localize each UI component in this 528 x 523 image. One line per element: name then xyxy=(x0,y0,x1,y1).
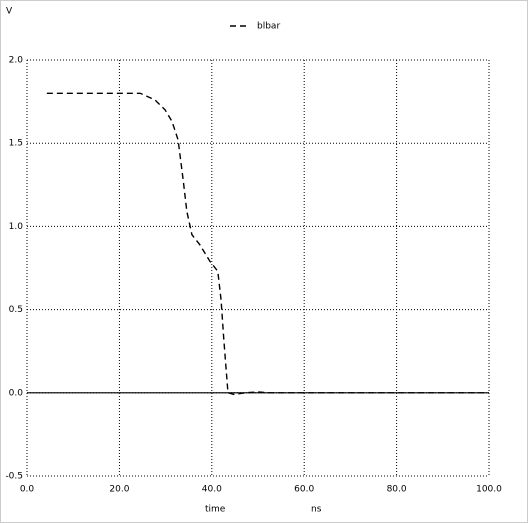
legend-label: blbar xyxy=(257,22,280,32)
x-tick-label: 0.0 xyxy=(20,485,35,495)
y-axis-label: V xyxy=(6,7,13,17)
y-tick-label: -0.5 xyxy=(5,472,23,482)
y-tick-label: 0.5 xyxy=(9,305,23,315)
x-tick-label: 100.0 xyxy=(476,485,502,495)
x-axis-unit: ns xyxy=(311,505,322,515)
series-line xyxy=(46,92,489,396)
y-tick-label: 1.0 xyxy=(9,222,24,232)
x-axis-label: time xyxy=(205,505,226,515)
y-tick-label: 0.0 xyxy=(9,388,24,398)
y-tick-label: 1.5 xyxy=(9,139,23,149)
x-tick-label: 40.0 xyxy=(202,485,222,495)
x-tick-label: 60.0 xyxy=(294,485,314,495)
x-tick-label: 20.0 xyxy=(109,485,129,495)
x-tick-label: 80.0 xyxy=(387,485,407,495)
y-tick-label: 2.0 xyxy=(9,56,24,66)
